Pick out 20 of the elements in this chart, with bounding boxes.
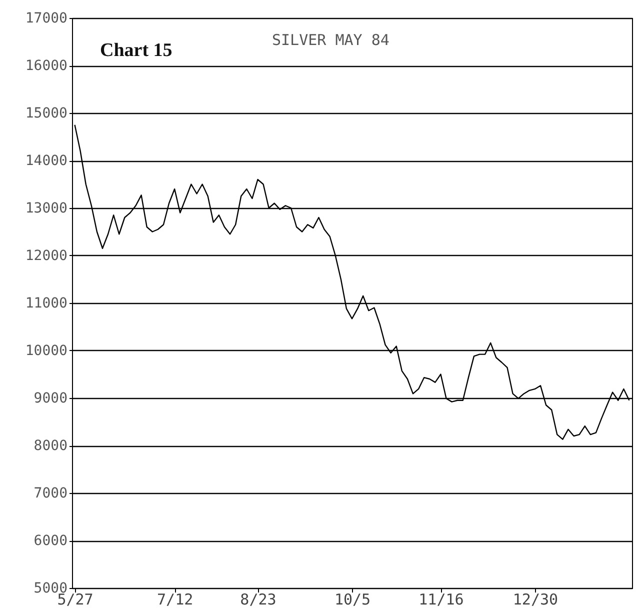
y-tick-label: 9000 [34,390,68,406]
y-tick-label: 7000 [34,486,68,502]
y-tick-label: 16000 [25,58,68,74]
y-tick-label: 15000 [25,106,68,122]
y-tick-label: 10000 [25,343,68,359]
x-tick-label: 12/30 [512,590,558,608]
text: SILVER MAY 84 [272,31,390,49]
y-tick-label: 11000 [25,296,68,312]
x-tick-label: 11/16 [418,590,464,608]
y-tick-label: 8000 [34,438,68,454]
x-tick-label: 10/5 [334,590,371,608]
y-tick-label: 6000 [34,533,68,549]
y-tick-label: 13000 [25,200,68,216]
x-tick-label: 8/23 [240,590,276,608]
x-tick-label: 7/12 [157,590,194,608]
y-tick-label: 12000 [25,248,68,264]
line-series [74,124,630,440]
y-tick-label: 14000 [25,153,68,169]
text: Chart 15 [100,40,172,61]
y-tick-label: 17000 [25,10,68,26]
